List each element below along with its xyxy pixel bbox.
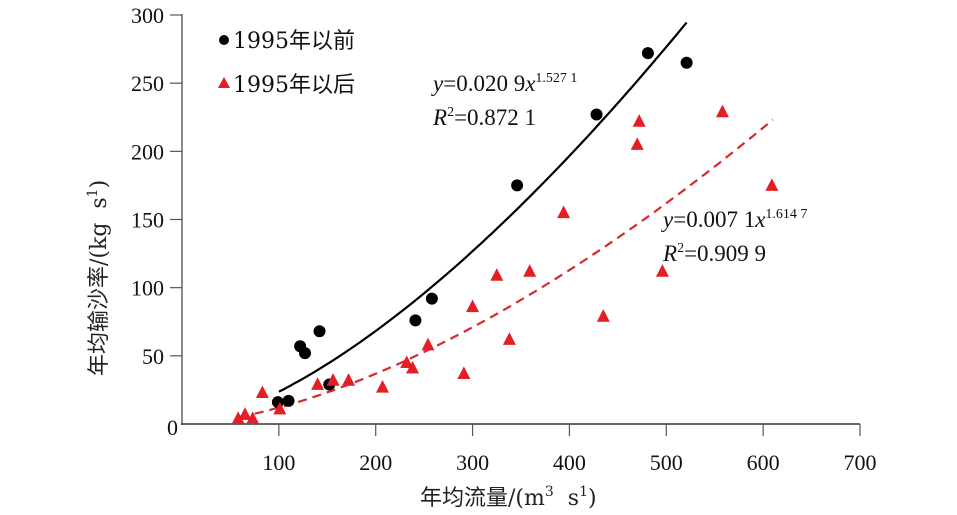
point-after-1995 [246,411,260,424]
legend-marker-before-1995 [219,35,229,45]
point-before-1995 [313,325,326,338]
y-tick-label: 200 [131,139,164,164]
point-after-1995 [502,332,516,345]
axes: 0 50 100 150 200 250 300 100 200 300 400 500 600 700 [131,3,877,475]
point-after-1995 [523,264,537,277]
point-after-1995 [273,401,287,415]
x-tick-label: 200 [359,450,392,475]
point-after-1995 [630,137,644,150]
point-before-1995 [641,47,654,60]
point-after-1995 [311,377,325,390]
y-tick-label: 0 [167,415,178,440]
point-after-1995 [765,178,779,191]
x-tick-label: 400 [553,450,586,475]
x-tick-label: 100 [262,450,295,475]
data-points [231,47,779,424]
y-axis-title: 年均输沙率/(kg s1) [85,180,112,376]
legend-label-before-1995: 1995年以前 [233,29,355,54]
point-after-1995 [400,355,414,369]
equation-after-1995: y=0.007 1x1.614 7 R2=0.909 9 [661,207,807,266]
x-tick-label: 700 [844,450,877,475]
point-after-1995 [342,373,356,386]
point-before-1995 [282,394,295,407]
y-tick-label: 100 [131,276,164,301]
legend: 1995年以前 1995年以后 [218,29,355,98]
x-tick-label: 600 [747,450,780,475]
point-before-1995 [590,108,603,121]
point-after-1995 [632,114,646,127]
y-tick-label: 250 [131,71,164,96]
point-after-1995 [715,104,729,118]
fit-curve-after-1995 [239,118,774,418]
x-tick-label: 500 [650,450,683,475]
equation-text-after-1995: y=0.007 1x1.614 7 [661,207,807,232]
point-after-1995 [406,360,420,374]
legend-label-after-1995: 1995年以后 [233,73,355,98]
y-ticks: 0 50 100 150 200 250 300 [131,3,182,440]
y-tick-label: 150 [131,208,164,233]
x-tick-label: 300 [456,450,489,475]
point-before-1995 [511,179,524,192]
r2-text-before-1995: R2=0.872 1 [432,105,536,130]
fit-curves [239,21,774,418]
y-tick-label: 300 [131,3,164,28]
point-after-1995 [326,373,340,386]
fit-curve-before-1995 [278,21,688,393]
point-after-1995 [490,268,504,281]
r2-text-after-1995: R2=0.909 9 [662,241,766,266]
point-before-1995 [425,292,438,305]
point-before-1995 [299,347,312,360]
equation-before-1995: y=0.020 9x1.527 1 R2=0.872 1 [431,71,577,130]
y-tick-label: 50 [142,344,164,369]
point-after-1995 [655,264,669,277]
point-after-1995 [231,411,245,424]
point-after-1995 [421,337,435,351]
point-after-1995 [557,205,571,219]
point-after-1995 [466,299,480,313]
point-after-1995 [375,379,389,393]
point-after-1995 [596,309,610,322]
x-axis-title: 年均流量/(m3 s1) [420,484,597,511]
point-before-1995 [680,56,693,69]
point-before-1995 [409,314,422,327]
point-after-1995 [457,366,471,379]
x-ticks: 100 200 300 400 500 600 700 [262,424,877,475]
point-after-1995 [238,407,252,420]
legend-marker-after-1995 [218,77,230,88]
equation-text-before-1995: y=0.020 9x1.527 1 [431,71,577,96]
point-after-1995 [255,385,269,399]
